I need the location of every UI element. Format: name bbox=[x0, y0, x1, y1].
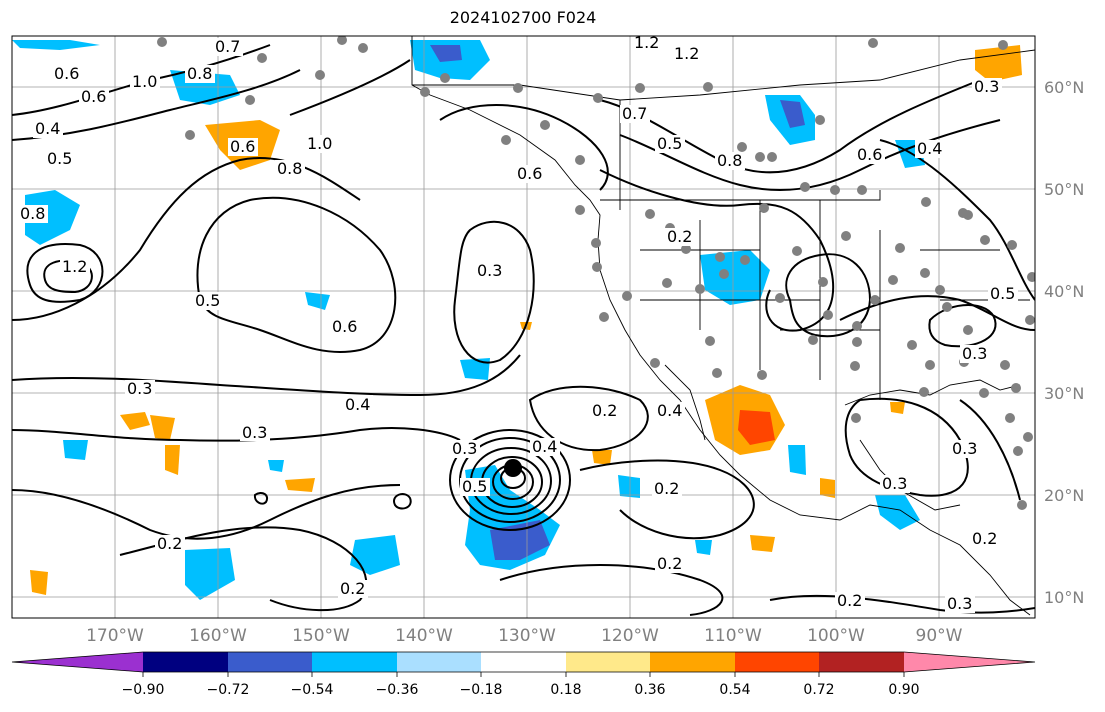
svg-text:1.2: 1.2 bbox=[674, 44, 699, 63]
contour-labels: 0.7 0.6 0.6 0.4 0.5 1.0 0.8 1.0 0.8 0.6 … bbox=[18, 33, 1018, 613]
svg-text:0.5: 0.5 bbox=[195, 291, 220, 310]
colorbar-tick-label: 0.54 bbox=[719, 682, 751, 698]
svg-text:0.5: 0.5 bbox=[990, 284, 1015, 303]
svg-text:0.8: 0.8 bbox=[717, 151, 742, 170]
lon-label: 140°W bbox=[395, 626, 453, 646]
svg-text:0.4: 0.4 bbox=[345, 395, 370, 414]
lat-label: 10°N bbox=[1044, 588, 1085, 607]
svg-text:0.2: 0.2 bbox=[837, 591, 862, 610]
svg-text:0.3: 0.3 bbox=[882, 474, 907, 493]
svg-text:0.8: 0.8 bbox=[187, 64, 212, 83]
low-center-marker bbox=[504, 459, 522, 477]
lat-label: 60°N bbox=[1044, 78, 1085, 97]
lon-label: 160°W bbox=[189, 626, 247, 646]
colorbar-tick-label: −0.36 bbox=[375, 682, 419, 698]
svg-text:0.4: 0.4 bbox=[657, 401, 682, 420]
svg-text:0.3: 0.3 bbox=[242, 423, 267, 442]
svg-text:0.6: 0.6 bbox=[332, 317, 357, 336]
svg-text:0.6: 0.6 bbox=[517, 164, 542, 183]
shading bbox=[12, 40, 1022, 600]
svg-text:0.4: 0.4 bbox=[35, 119, 60, 138]
lon-label: 130°W bbox=[498, 626, 556, 646]
colorbar-tick-label: 0.90 bbox=[888, 682, 920, 698]
svg-text:0.4: 0.4 bbox=[917, 139, 942, 158]
colorbar bbox=[11, 651, 1036, 677]
svg-text:0.6: 0.6 bbox=[54, 64, 79, 83]
svg-text:0.3: 0.3 bbox=[477, 261, 502, 280]
svg-text:0.3: 0.3 bbox=[947, 594, 972, 613]
map-title: 2024102700 F024 bbox=[449, 8, 597, 27]
svg-text:0.3: 0.3 bbox=[452, 439, 477, 458]
svg-text:1.2: 1.2 bbox=[634, 33, 659, 52]
svg-text:0.2: 0.2 bbox=[340, 579, 365, 598]
svg-text:0.5: 0.5 bbox=[462, 477, 487, 496]
lon-label: 150°W bbox=[292, 626, 350, 646]
colorbar-tick-label: 0.18 bbox=[550, 682, 582, 698]
svg-text:0.2: 0.2 bbox=[972, 529, 997, 548]
svg-text:0.6: 0.6 bbox=[857, 145, 882, 164]
svg-text:1.2: 1.2 bbox=[62, 257, 87, 276]
lon-label: 110°W bbox=[704, 626, 762, 646]
svg-text:0.7: 0.7 bbox=[215, 37, 240, 56]
lat-label: 40°N bbox=[1044, 282, 1085, 301]
lon-label: 120°W bbox=[601, 626, 659, 646]
colorbar-tick-label: 0.72 bbox=[803, 682, 835, 698]
colorbar-tick-label: −0.18 bbox=[459, 682, 503, 698]
station-dots bbox=[157, 36, 1035, 510]
lon-label: 100°W bbox=[807, 626, 865, 646]
svg-text:0.6: 0.6 bbox=[81, 87, 106, 106]
lon-label: 90°W bbox=[915, 626, 963, 646]
lat-label: 30°N bbox=[1044, 384, 1085, 403]
svg-text:0.3: 0.3 bbox=[962, 344, 987, 363]
svg-text:0.3: 0.3 bbox=[974, 77, 999, 96]
svg-text:0.5: 0.5 bbox=[657, 134, 682, 153]
map-frame bbox=[11, 35, 1036, 619]
colorbar-tick-label: 0.36 bbox=[634, 682, 666, 698]
svg-text:1.0: 1.0 bbox=[132, 72, 157, 91]
lat-label: 20°N bbox=[1044, 486, 1085, 505]
colorbar-tick-label: −0.54 bbox=[290, 682, 334, 698]
svg-text:0.2: 0.2 bbox=[657, 554, 682, 573]
colorbar-tick-label: −0.90 bbox=[121, 682, 165, 698]
lat-label: 50°N bbox=[1044, 180, 1085, 199]
colorbar-tick-label: −0.72 bbox=[206, 682, 250, 698]
svg-text:1.0: 1.0 bbox=[307, 134, 332, 153]
svg-text:0.8: 0.8 bbox=[20, 204, 45, 223]
svg-text:0.3: 0.3 bbox=[952, 439, 977, 458]
svg-text:0.8: 0.8 bbox=[277, 159, 302, 178]
svg-text:0.2: 0.2 bbox=[654, 479, 679, 498]
svg-text:0.7: 0.7 bbox=[622, 104, 647, 123]
lon-label: 170°W bbox=[86, 626, 144, 646]
svg-text:0.3: 0.3 bbox=[127, 379, 152, 398]
svg-text:0.2: 0.2 bbox=[157, 534, 182, 553]
svg-text:0.2: 0.2 bbox=[667, 227, 692, 246]
svg-text:0.4: 0.4 bbox=[532, 437, 557, 456]
svg-text:0.2: 0.2 bbox=[592, 401, 617, 420]
svg-text:0.5: 0.5 bbox=[47, 149, 72, 168]
svg-text:0.6: 0.6 bbox=[230, 137, 255, 156]
